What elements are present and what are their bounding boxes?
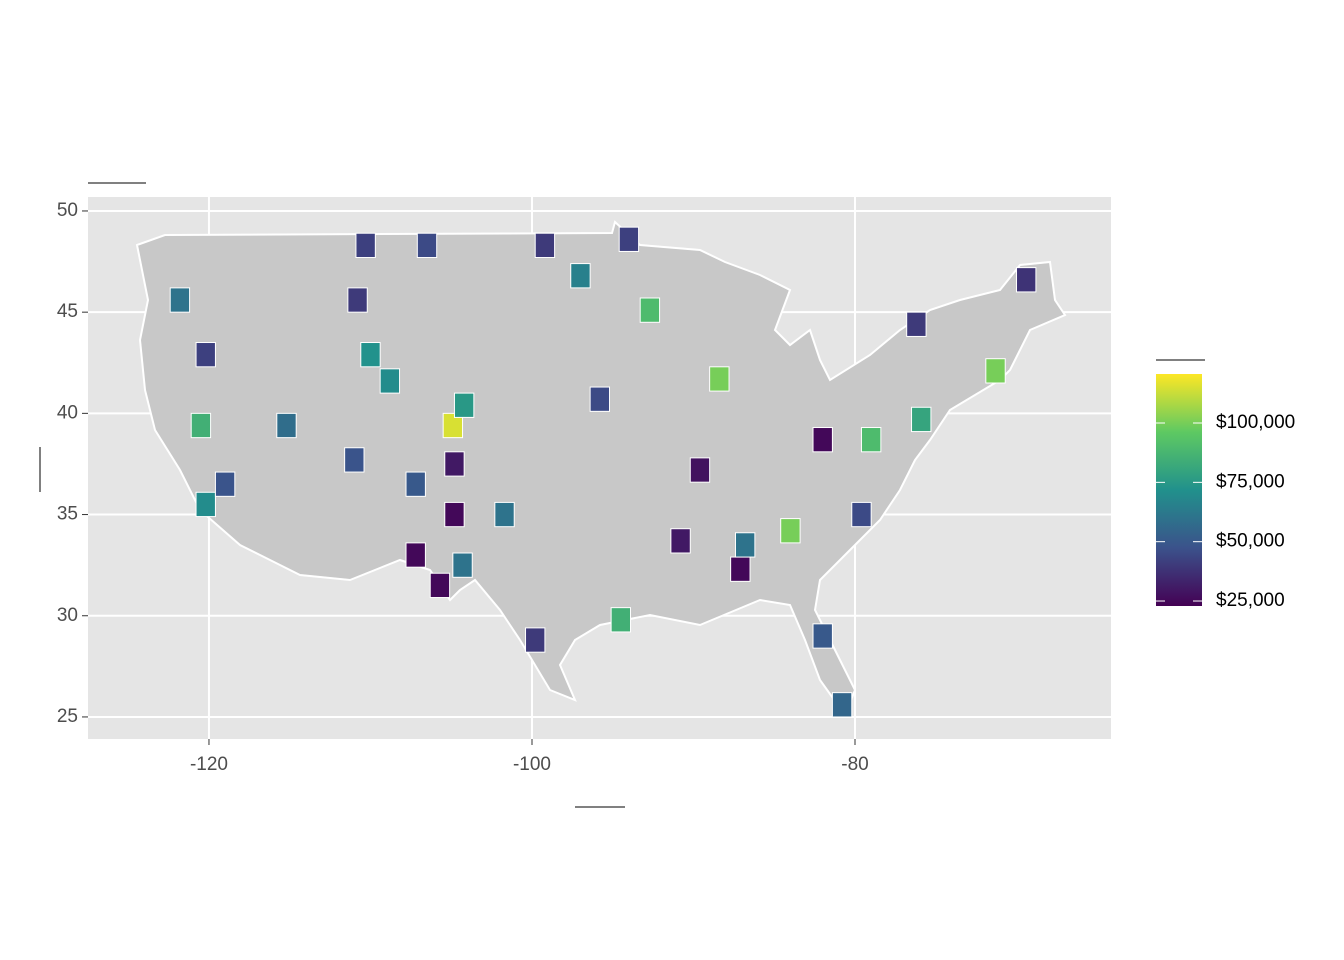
county bbox=[405, 542, 426, 568]
county bbox=[851, 501, 872, 528]
county bbox=[534, 232, 556, 259]
y-tick-label: 40 bbox=[57, 402, 78, 423]
legend-label: $50,000 bbox=[1216, 531, 1285, 552]
county bbox=[734, 532, 756, 558]
county bbox=[610, 607, 632, 633]
county bbox=[831, 692, 853, 718]
county bbox=[709, 366, 730, 392]
county bbox=[860, 427, 882, 453]
county bbox=[494, 501, 515, 528]
county bbox=[444, 451, 465, 477]
county bbox=[195, 491, 216, 518]
y-tick-label: 45 bbox=[57, 301, 78, 322]
y-tick-label: 30 bbox=[57, 605, 78, 626]
county bbox=[429, 572, 451, 599]
county bbox=[416, 232, 438, 259]
county bbox=[525, 627, 546, 653]
county bbox=[906, 311, 927, 337]
county bbox=[780, 518, 801, 544]
county bbox=[214, 471, 236, 497]
county bbox=[1016, 267, 1037, 293]
legend-label: $75,000 bbox=[1216, 471, 1285, 492]
y-tick-label: 50 bbox=[57, 200, 78, 221]
legend-label: $25,000 bbox=[1216, 590, 1285, 611]
county bbox=[347, 287, 368, 313]
county bbox=[453, 392, 475, 418]
county bbox=[570, 263, 591, 289]
county bbox=[589, 386, 611, 412]
legend-label: $100,000 bbox=[1216, 412, 1295, 433]
county bbox=[911, 406, 932, 433]
county bbox=[985, 358, 1006, 384]
y-tick-label: 25 bbox=[57, 706, 78, 727]
x-tick-label: -120 bbox=[190, 754, 228, 775]
county bbox=[812, 427, 833, 453]
x-tick-label: -100 bbox=[513, 754, 551, 775]
county bbox=[276, 412, 297, 439]
county bbox=[355, 232, 376, 259]
county bbox=[452, 552, 473, 578]
county bbox=[618, 226, 640, 252]
y-tick-label: 35 bbox=[57, 504, 78, 525]
county bbox=[190, 412, 212, 439]
county bbox=[812, 623, 833, 649]
county bbox=[344, 447, 365, 473]
colorbar bbox=[1156, 374, 1202, 606]
county bbox=[444, 501, 465, 528]
county bbox=[169, 287, 191, 313]
county bbox=[689, 457, 711, 483]
county bbox=[195, 342, 216, 368]
county bbox=[442, 412, 464, 439]
county bbox=[405, 471, 426, 497]
county bbox=[670, 528, 691, 554]
county bbox=[639, 297, 661, 323]
county bbox=[730, 556, 751, 582]
x-tick-label: -80 bbox=[841, 754, 868, 775]
county bbox=[360, 342, 381, 368]
county bbox=[379, 368, 401, 394]
